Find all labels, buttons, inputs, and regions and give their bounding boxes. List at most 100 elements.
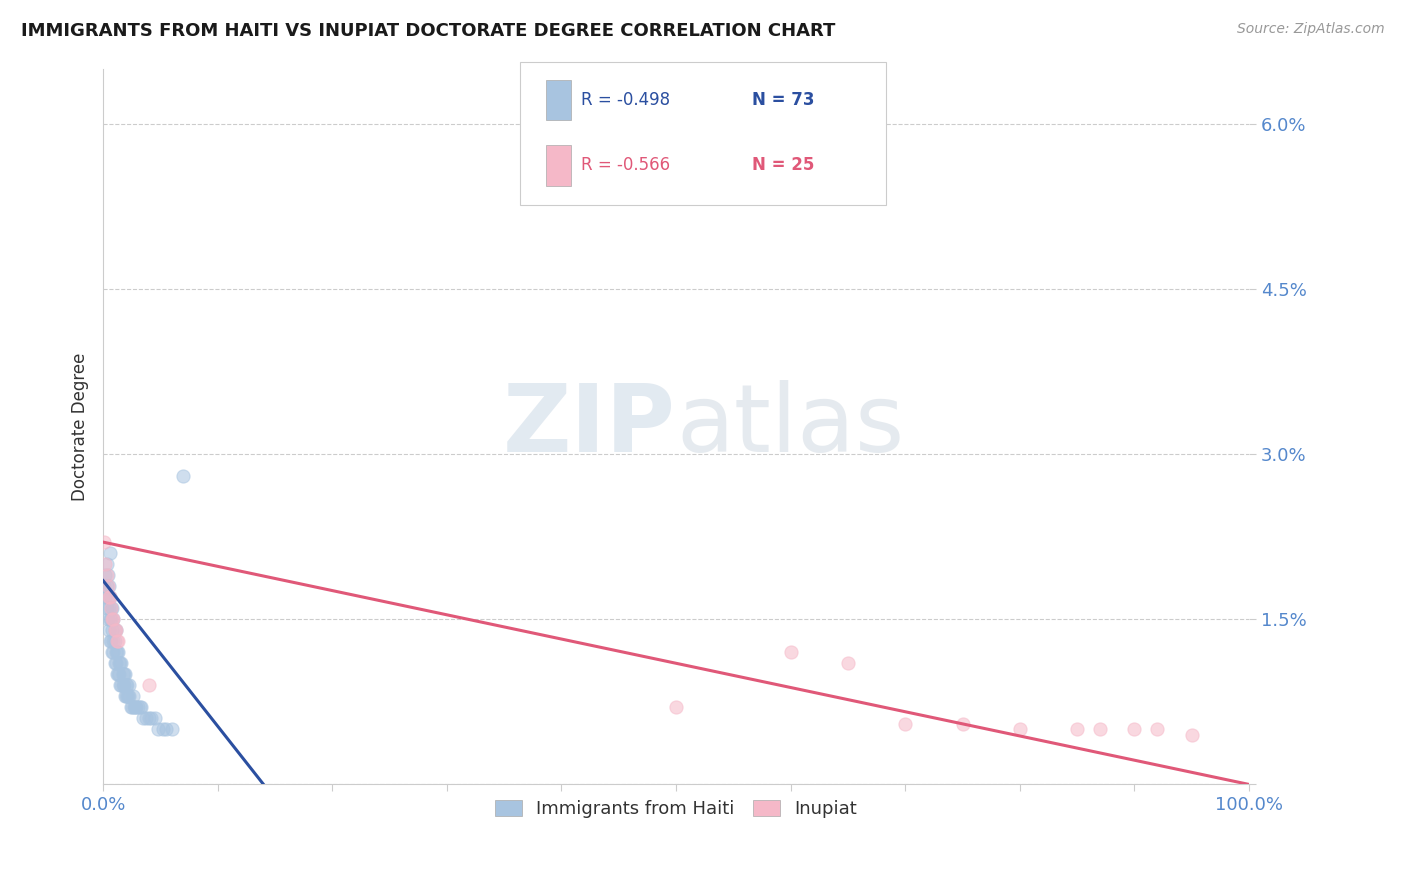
Point [110, 678, 132, 692]
Point [108, 667, 131, 681]
Text: IMMIGRANTS FROM HAITI VS INUPIAT DOCTORATE DEGREE CORRELATION CHART: IMMIGRANTS FROM HAITI VS INUPIAT DOCTORA… [21, 22, 835, 40]
Point [110, 657, 132, 671]
Point [1146, 723, 1168, 737]
Point [104, 657, 127, 671]
Y-axis label: Doctorate Degree: Doctorate Degree [72, 352, 89, 500]
Point [107, 667, 129, 681]
Point [100, 601, 122, 615]
Point [103, 624, 125, 638]
Point [96, 557, 118, 571]
Text: Source: ZipAtlas.com: Source: ZipAtlas.com [1237, 22, 1385, 37]
Text: R = -0.566: R = -0.566 [581, 156, 669, 175]
Point [122, 690, 145, 704]
Point [152, 723, 174, 737]
Point [93, 535, 115, 549]
Point [115, 690, 138, 704]
Point [97, 612, 120, 626]
Point [104, 624, 127, 638]
Point [1088, 723, 1111, 737]
Point [103, 612, 125, 626]
Point [97, 579, 120, 593]
Point [105, 667, 128, 681]
Point [105, 634, 128, 648]
Text: ZIP: ZIP [503, 381, 676, 473]
Point [101, 612, 124, 626]
Point [103, 612, 125, 626]
Point [97, 590, 120, 604]
Point [101, 624, 124, 638]
Point [110, 678, 132, 692]
Point [160, 723, 183, 737]
Point [93, 579, 115, 593]
Point [97, 568, 120, 582]
Point [107, 645, 129, 659]
Point [779, 645, 801, 659]
Point [97, 590, 120, 604]
Point [94, 557, 117, 571]
Point [114, 690, 136, 704]
Point [98, 546, 121, 560]
Point [132, 711, 155, 725]
Point [121, 700, 143, 714]
Point [1008, 723, 1031, 737]
Point [135, 711, 157, 725]
Point [104, 645, 127, 659]
Point [112, 678, 135, 692]
Point [665, 700, 688, 714]
Point [112, 667, 135, 681]
Point [1066, 723, 1088, 737]
Point [98, 590, 121, 604]
Point [98, 634, 121, 648]
Point [97, 601, 120, 615]
Legend: Immigrants from Haiti, Inupiat: Immigrants from Haiti, Inupiat [488, 793, 865, 825]
Point [115, 690, 138, 704]
Point [138, 678, 160, 692]
Point [98, 612, 121, 626]
Point [128, 700, 150, 714]
Point [108, 657, 131, 671]
Text: R = -0.498: R = -0.498 [581, 91, 669, 110]
Point [122, 700, 145, 714]
Point [172, 469, 194, 483]
Point [96, 579, 118, 593]
Point [97, 624, 120, 638]
Point [143, 711, 166, 725]
Point [118, 690, 141, 704]
Point [100, 601, 122, 615]
Point [146, 723, 169, 737]
Point [103, 657, 125, 671]
Point [103, 624, 125, 638]
Point [96, 601, 118, 615]
Point [118, 678, 141, 692]
Point [115, 678, 138, 692]
Point [111, 667, 134, 681]
Point [114, 667, 136, 681]
Point [98, 590, 121, 604]
Point [124, 700, 146, 714]
Point [952, 716, 974, 731]
Point [125, 700, 148, 714]
Point [1123, 723, 1146, 737]
Point [101, 601, 124, 615]
Point [103, 634, 125, 648]
Point [104, 624, 127, 638]
Point [94, 568, 117, 582]
Point [1181, 728, 1204, 742]
Text: N = 73: N = 73 [752, 91, 814, 110]
Point [94, 590, 117, 604]
Point [155, 723, 177, 737]
Point [111, 678, 134, 692]
Point [96, 568, 118, 582]
Point [101, 645, 124, 659]
Point [127, 700, 149, 714]
Point [117, 690, 139, 704]
Point [103, 634, 125, 648]
Point [97, 579, 120, 593]
Point [837, 657, 859, 671]
Point [129, 700, 152, 714]
Point [138, 711, 160, 725]
Point [120, 700, 142, 714]
Point [100, 612, 122, 626]
Text: atlas: atlas [676, 381, 904, 473]
Point [110, 657, 132, 671]
